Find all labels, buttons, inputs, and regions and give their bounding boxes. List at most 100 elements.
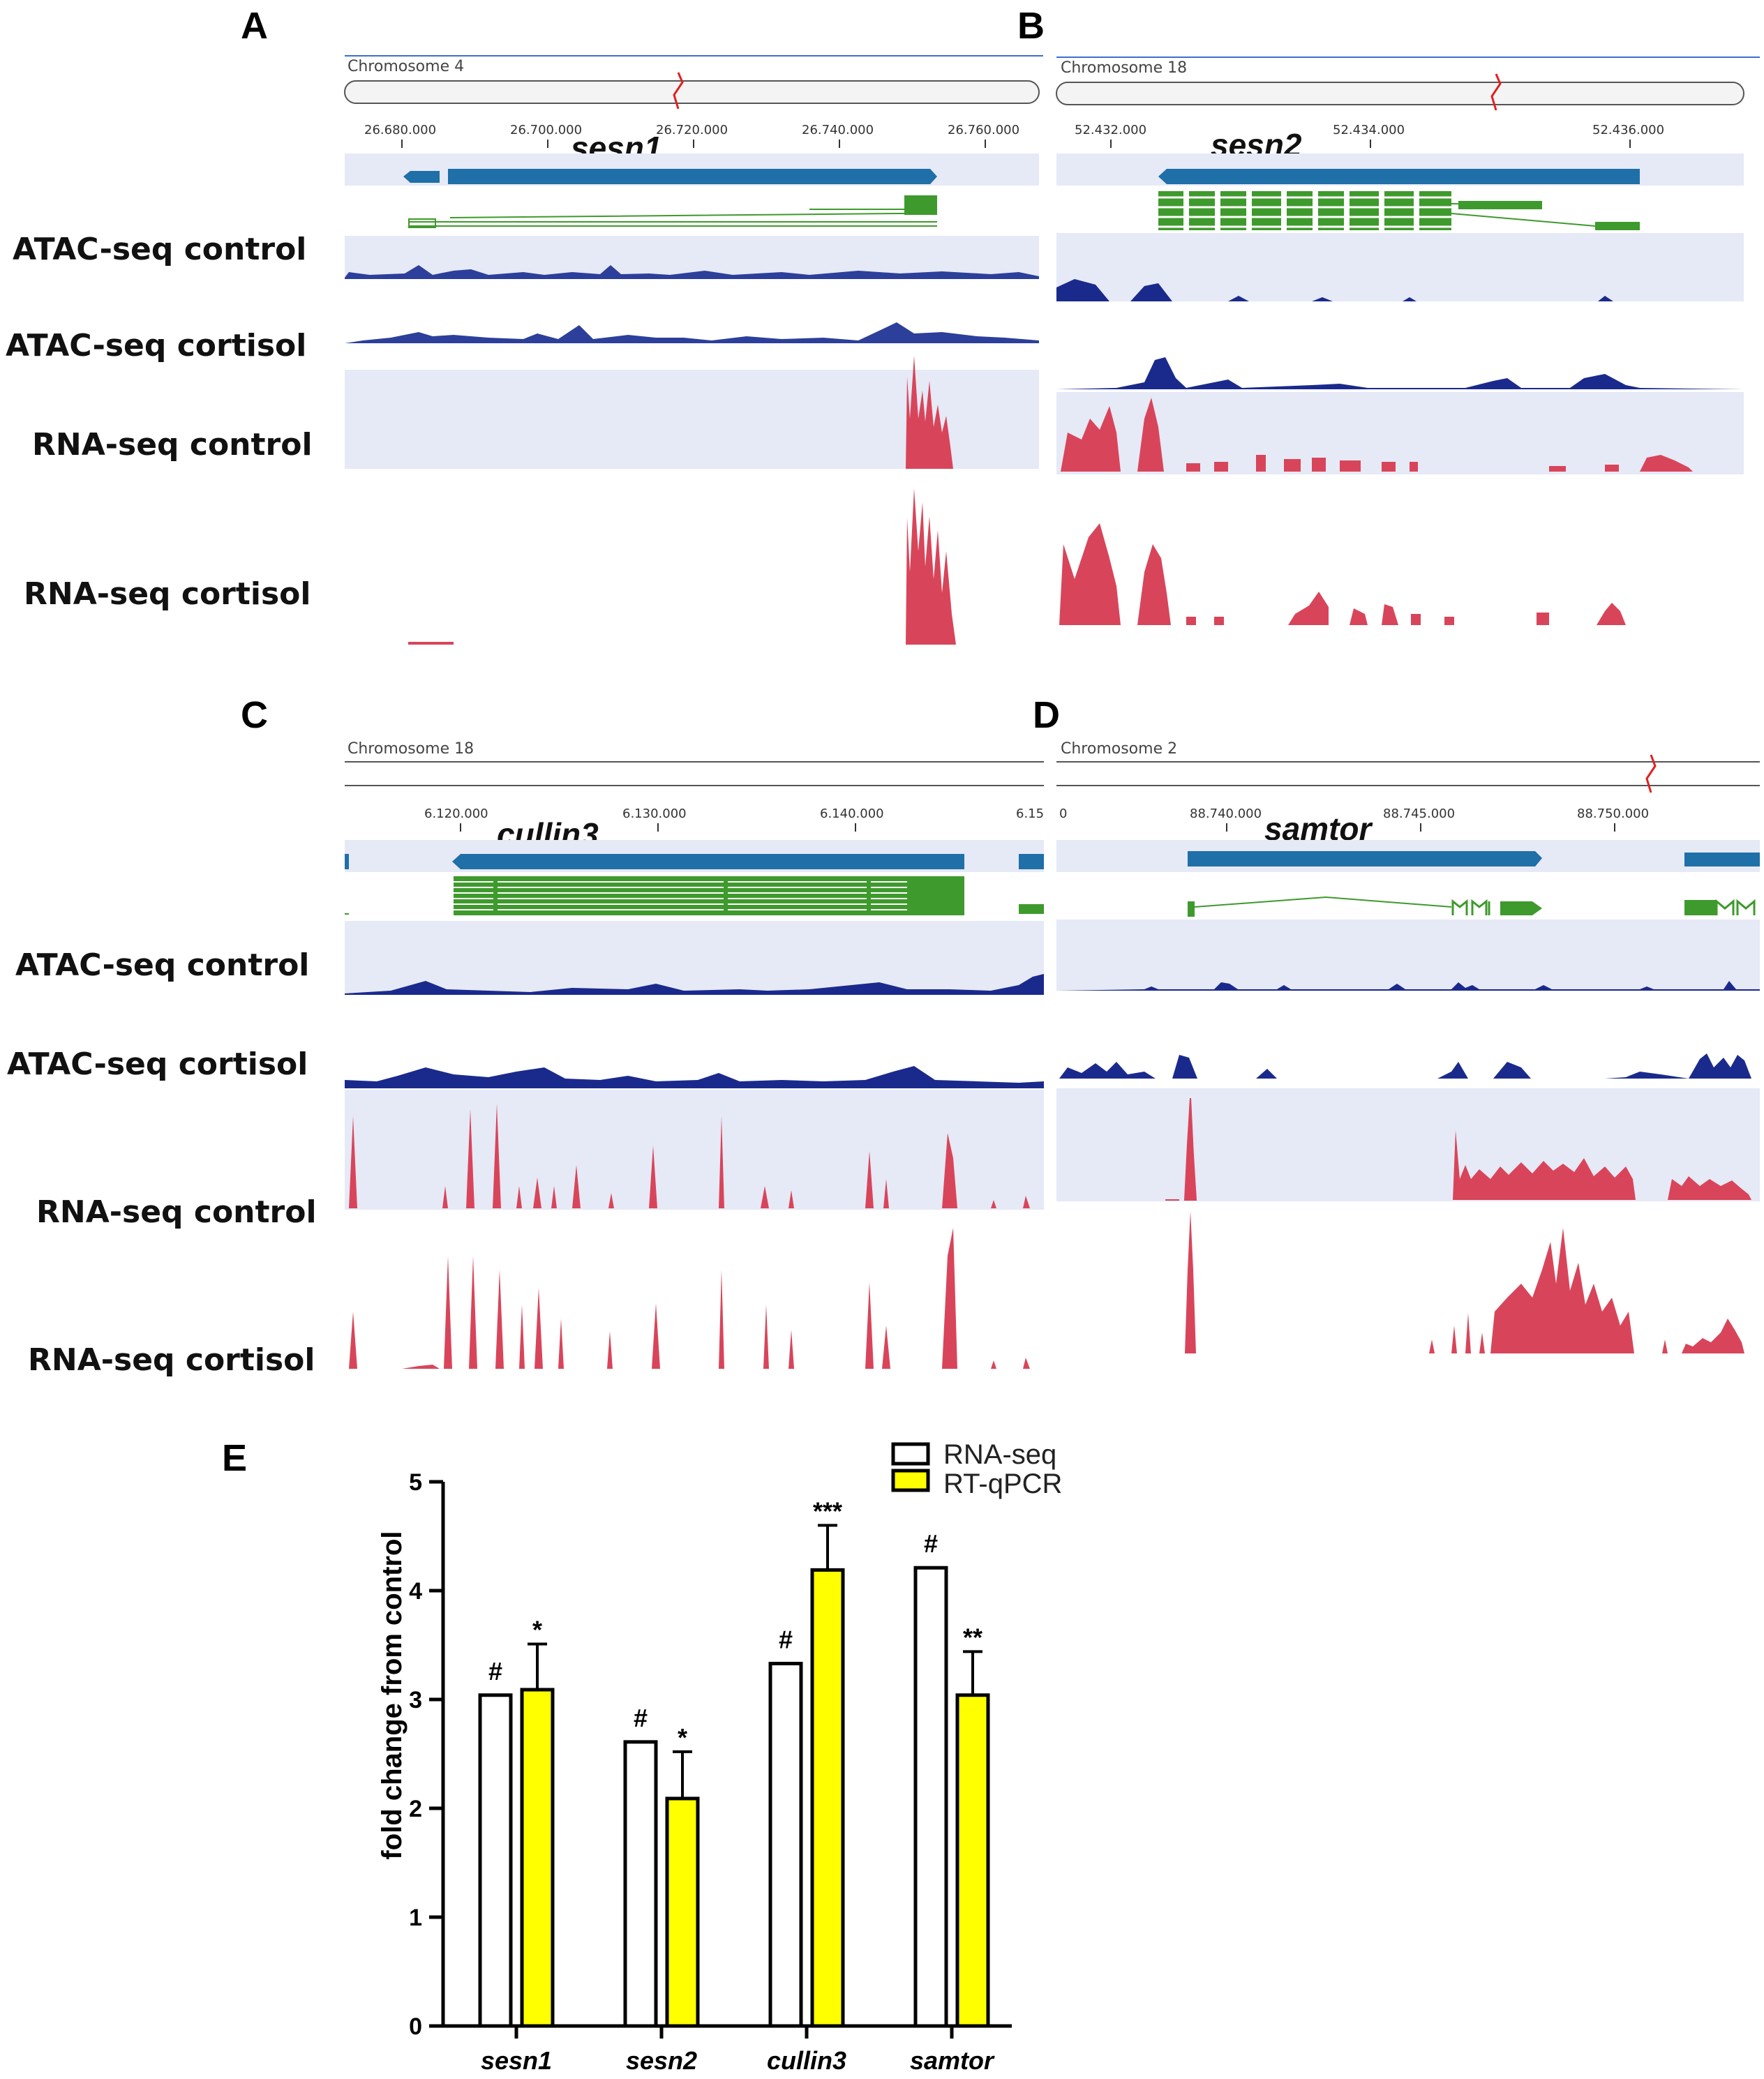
gene-model-bar [1188,851,1542,866]
scale-ticks-b: 52.432.000 52.434.000 52.436.000 [1075,123,1664,148]
tick-label: 26.760.000 [948,123,1019,137]
chromosome-title-d: Chromosome 2 [1061,740,1177,758]
legend-swatch-rt-qpcr [891,1469,930,1492]
tick-label: 26.740.000 [802,123,874,137]
legend-swatch-rna-seq [891,1442,930,1466]
atac-cortisol-signal-c [345,1066,1044,1088]
transcript-models-c [345,876,1044,915]
rna-cortisol-signal-d [1185,1211,1744,1353]
bar-rna-seq [478,1693,513,2028]
rna-cortisol-signal-a [906,488,956,645]
gene-model-bar [452,854,964,869]
transcript-models-a [408,195,937,228]
x-category-label: sesn2 [626,2046,697,2075]
track-label-atac-cortisol-a: ATAC-seq cortisol [6,328,306,363]
legend-label-rt-qpcr: RT-qPCR [943,1469,1062,1499]
rna-control-signal-d [1453,1130,1751,1200]
x-category-label: samtor [910,2046,995,2075]
y-tick-label: 3 [409,1687,422,1713]
tick-label: 6.120.000 [424,806,488,821]
panel-d: D Chromosome 2 0 88.740.000 88.745.000 8… [1033,694,1760,1353]
scale-ticks-c: 6.120.000 6.130.000 6.140.000 6.15 [424,806,1044,832]
tick-label: 26.680.000 [364,123,436,137]
gene-model-bar [1158,169,1640,184]
gene-model-bar [403,171,440,183]
bar-rna-seq [623,1740,658,2028]
significance-marker: *** [813,1496,842,1525]
tick-label: 26.700.000 [510,123,582,137]
tick-marks [460,823,856,832]
rna-cortisol-signal-c [349,1228,1030,1369]
significance-marker: # [488,1657,502,1686]
atac-control-signal-d [1056,981,1760,991]
tick-marks [401,140,986,148]
tick-label: 6.15 [1016,806,1044,821]
y-axis-title: fold change from control [377,1531,408,1859]
y-tick-label: 2 [409,1796,422,1822]
tick-label: 52.436.000 [1592,123,1664,137]
atac-cortisol-signal-a [345,322,1039,343]
chromosome-title-c: Chromosome 18 [347,740,474,758]
y-tick-label: 5 [409,1469,422,1496]
tick-label: 88.740.000 [1190,806,1262,821]
atac-control-signal-c [345,974,1044,995]
tick-label: 6.130.000 [622,806,687,821]
panel-e-chart: E fold change from control 0 1 2 3 4 5 # * # * # *… [222,1437,1062,2075]
significance-marker: * [678,1723,687,1752]
tick-label: 0 [1059,806,1067,821]
panel-a: A Chromosome 4 26.680.000 26.700.000 26.… [6,5,1043,645]
bars: # * # * # *** # ** [478,1496,990,2028]
tick-label: 88.750.000 [1577,806,1649,821]
tick-label: 88.745.000 [1383,806,1455,821]
panel-c: C Chromosome 18 6.120.000 6.130.000 6.14… [7,694,1044,1378]
gene-model-bar [448,169,937,184]
bar-rt-qpcr [955,1693,990,2028]
significance-marker: ** [963,1623,982,1651]
chart-legend: RNA-seq RT-qPCR [891,1439,1062,1499]
track-label-rna-cortisol-c: RNA-seq cortisol [28,1342,315,1378]
transcript-models-d [1188,896,1756,917]
x-axis-category-labels: sesn1 sesn2 cullin3 samtor [481,2026,995,2075]
chromosome-position-marker-a [673,72,684,110]
transcript-models-b [1158,191,1640,230]
bar-rt-qpcr [520,1688,555,2028]
tick-marks [1110,140,1631,148]
atac-cortisol-signal-d [1059,1053,1760,1079]
panel-letter-e: E [222,1437,247,1479]
gene-model-bar [1684,853,1760,866]
tick-label: 26.720.000 [656,123,728,137]
rna-control-signal-a [906,356,953,469]
tick-label: 6.140.000 [820,806,884,821]
chromosome-ideogram-b [1056,82,1744,105]
chromosome-ideogram-a [344,80,1040,104]
atac-cortisol-signal-b [1056,357,1744,389]
chromosome-position-marker-b [1490,73,1502,111]
rna-control-signal-d [1165,1097,1197,1201]
bar-rna-seq [768,1662,803,2028]
gene-model-bar [345,854,349,869]
bar-rt-qpcr [810,1568,845,2028]
panel-letter-a: A [241,5,268,47]
track-label-atac-control-a: ATAC-seq control [13,232,306,267]
x-category-label: cullin3 [767,2046,846,2075]
track-label-rna-cortisol-a: RNA-seq cortisol [24,576,311,612]
panel-letter-b: B [1017,5,1045,47]
track-label-atac-cortisol-c: ATAC-seq cortisol [7,1046,308,1082]
significance-marker: # [779,1626,793,1654]
scale-ticks-d: 0 88.740.000 88.745.000 88.750.000 [1059,806,1649,832]
rna-control-track-bg-d [1056,1088,1760,1201]
atac-control-track-bg-c [345,921,1044,995]
y-tick-label: 0 [409,2013,422,2040]
track-label-atac-control-c: ATAC-seq control [15,947,309,983]
chromosome-title-a: Chromosome 4 [347,58,464,75]
track-label-rna-control-c: RNA-seq control [36,1194,317,1230]
significance-marker: # [634,1704,648,1732]
panel-letter-c: C [241,694,268,736]
y-tick-label: 1 [409,1905,422,1931]
chromosome-title-b: Chromosome 18 [1061,59,1187,77]
significance-marker: * [532,1615,542,1644]
panel-letter-d: D [1033,694,1060,736]
gene-model-bar [1019,854,1044,869]
tick-marks [1226,823,1615,832]
